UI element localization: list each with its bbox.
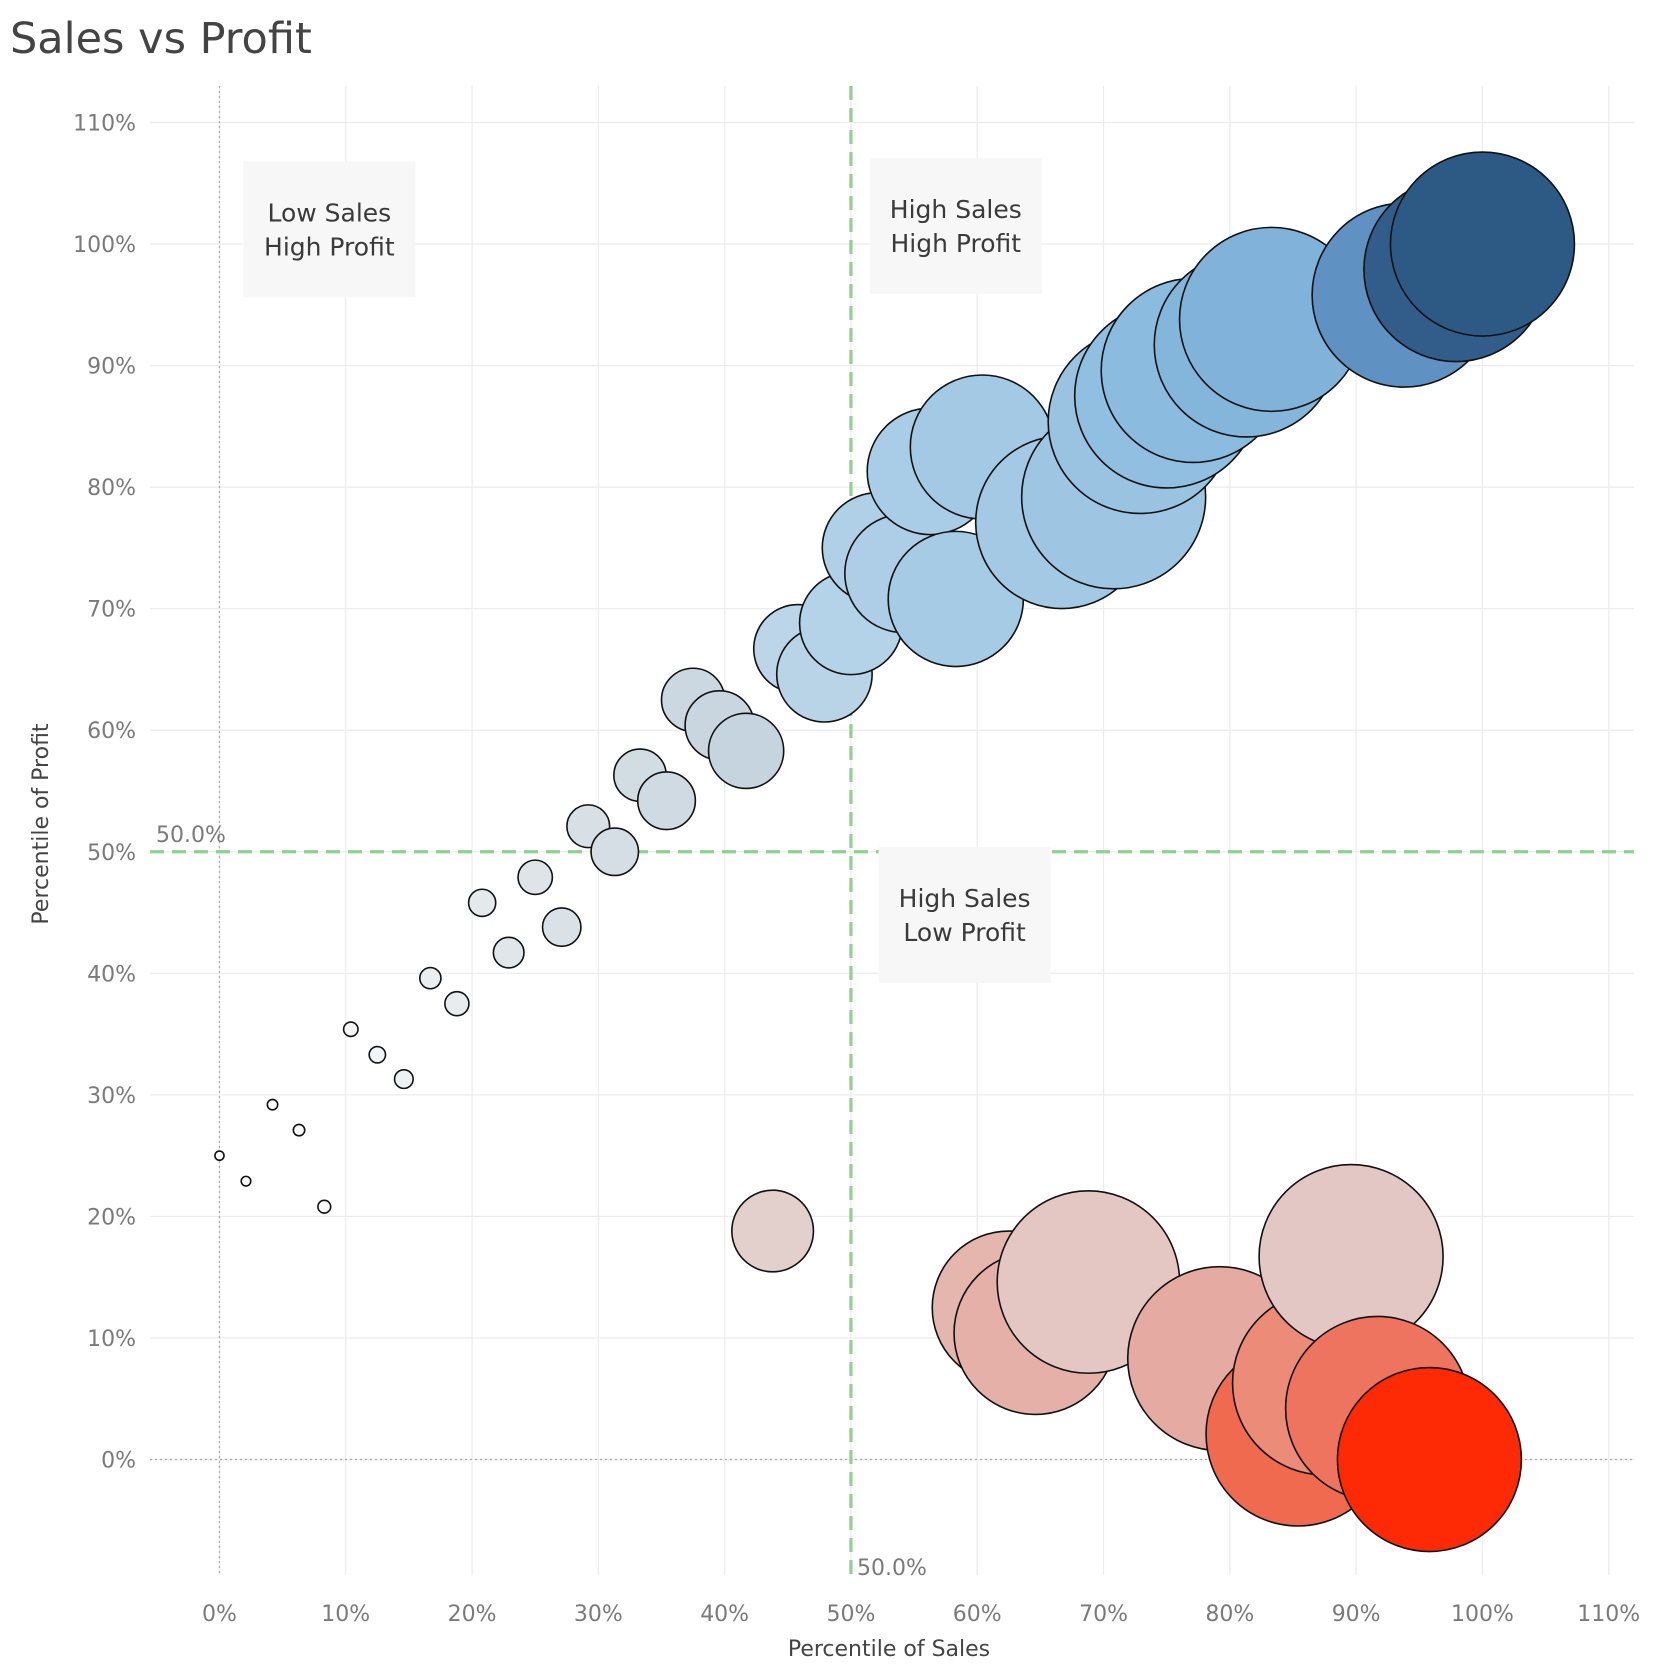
y-tick-label: 70%: [87, 598, 136, 623]
x-tick-label: 60%: [953, 1602, 1002, 1627]
y-tick-label: 90%: [87, 355, 136, 380]
quadrant-label-text: High Profit: [890, 229, 1021, 258]
scatter-point: [419, 966, 442, 990]
quadrant-label-text: Low Profit: [903, 918, 1026, 947]
x-axis-title: Percentile of Sales: [788, 1637, 990, 1662]
reference-lines: 50.0% 50.0%: [150, 86, 1634, 1581]
x-tick-label: 70%: [1079, 1602, 1128, 1627]
x-tick-label: 40%: [700, 1602, 749, 1627]
quadrant-label-text: High Sales: [890, 195, 1022, 224]
y-tick-label: 80%: [87, 476, 136, 501]
chart-title: Sales vs Profit: [10, 14, 312, 64]
quadrant-label-text: High Profit: [264, 232, 395, 261]
quadrant-label: Low Sales High Profit: [243, 161, 416, 298]
quadrant-label-text: High Sales: [899, 884, 1031, 913]
scatter-point: [707, 712, 785, 790]
quadrant-label-box: [243, 161, 416, 298]
y-tick-label: 20%: [87, 1205, 136, 1230]
quadrant-label: High Sales Low Profit: [878, 846, 1051, 983]
quadrant-label-box: [869, 157, 1042, 294]
x-tick-label: 50%: [827, 1602, 876, 1627]
axis-ticks: 0% 10% 20% 30% 40% 50% 60% 70% 80% 90% 100% 110% 0% 1…: [73, 111, 1640, 1627]
scatter-point: [467, 888, 497, 918]
y-tick-label: 40%: [87, 962, 136, 987]
y-tick-label: 0%: [101, 1449, 136, 1474]
y-reference-label: 50.0%: [156, 823, 226, 848]
scatter-point: [492, 936, 525, 969]
y-tick-label: 100%: [73, 233, 136, 258]
scatter-point: [731, 1189, 815, 1273]
scatter-point: [342, 1021, 359, 1038]
scatter-point: [393, 1068, 414, 1090]
scatter-point: [444, 990, 470, 1017]
x-tick-label: 10%: [321, 1602, 370, 1627]
scatter-point: [292, 1123, 306, 1137]
scatter-point: [541, 907, 582, 948]
scatter-point: [240, 1175, 252, 1187]
y-tick-label: 60%: [87, 719, 136, 744]
scatter-point: [517, 859, 554, 896]
quadrant-label-text: Low Sales: [267, 198, 391, 227]
scatter-point: [317, 1199, 332, 1214]
x-tick-label: 80%: [1205, 1602, 1254, 1627]
x-tick-label: 100%: [1451, 1602, 1514, 1627]
x-tick-label: 90%: [1332, 1602, 1381, 1627]
quadrant-label: High Sales High Profit: [869, 157, 1042, 294]
scatter-point: [636, 771, 697, 831]
x-tick-label: 0%: [202, 1602, 237, 1627]
scatter-point: [368, 1045, 387, 1064]
y-tick-label: 50%: [87, 841, 136, 866]
x-reference-label: 50.0%: [857, 1556, 927, 1581]
y-tick-label: 30%: [87, 1084, 136, 1109]
scatter-point: [1389, 151, 1576, 337]
scatter-point: [590, 827, 640, 877]
scatter-points: [214, 151, 1576, 1553]
scatter-point: [266, 1098, 279, 1111]
y-tick-label: 10%: [87, 1327, 136, 1352]
y-axis-title: Percentile of Profit: [29, 723, 54, 924]
scatter-point: [214, 1150, 225, 1162]
quadrant-labels: Low Sales High Profit High Sales High Profi…: [243, 157, 1051, 983]
quadrant-label-box: [878, 846, 1051, 983]
x-tick-label: 110%: [1577, 1602, 1640, 1627]
x-tick-label: 30%: [574, 1602, 623, 1627]
x-tick-label: 20%: [448, 1602, 497, 1627]
y-tick-label: 110%: [73, 111, 136, 136]
scatter-point: [1336, 1366, 1523, 1553]
